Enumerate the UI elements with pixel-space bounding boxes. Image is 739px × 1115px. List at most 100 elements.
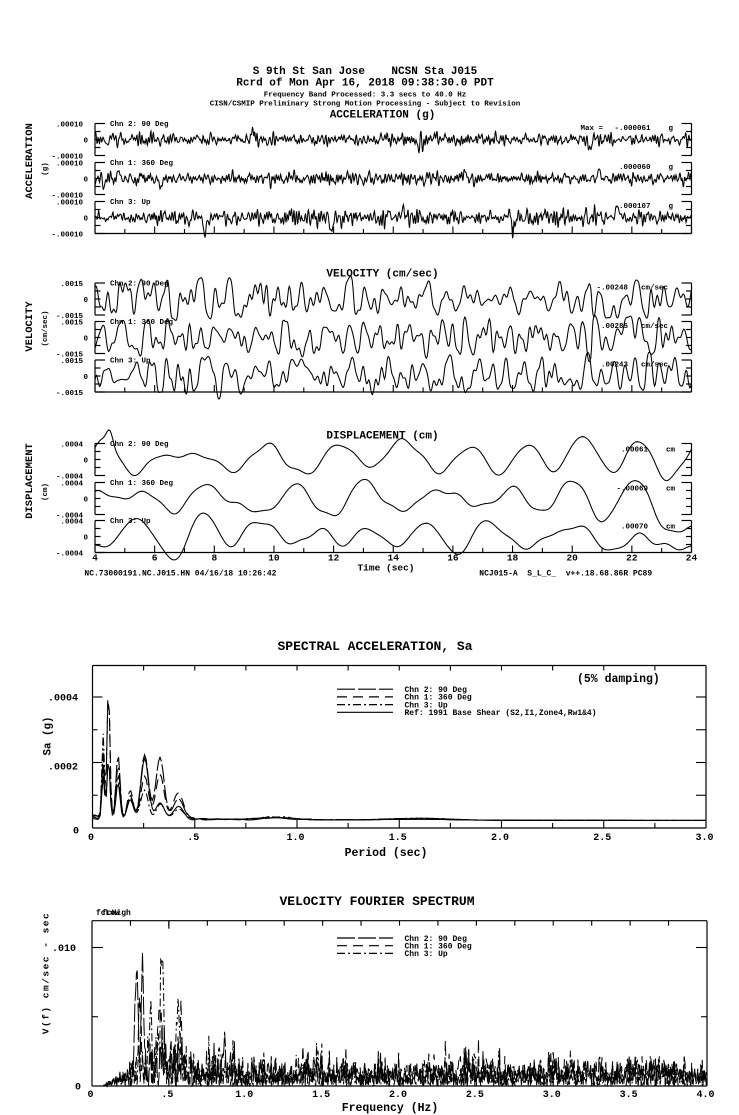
svg-text:1.5: 1.5: [389, 833, 407, 844]
svg-text:Chn 3: Up: Chn 3: Up: [110, 358, 151, 366]
svg-text:0: 0: [83, 335, 88, 343]
svg-text:0: 0: [83, 215, 88, 223]
svg-text:VELOCITY (cm/sec): VELOCITY (cm/sec): [326, 269, 438, 281]
svg-text:1.0: 1.0: [235, 1090, 253, 1101]
svg-text:20: 20: [566, 553, 578, 564]
svg-text:Rcrd of Mon Apr 16, 2018 09:38: Rcrd of Mon Apr 16, 2018 09:38:30.0 PDT: [236, 78, 494, 90]
svg-text:0: 0: [88, 833, 94, 844]
svg-text:.0004: .0004: [60, 518, 83, 526]
svg-text:Period (sec): Period (sec): [345, 847, 428, 860]
svg-text:3.0: 3.0: [543, 1090, 561, 1101]
svg-text:Chn 2: 90 Deg: Chn 2: 90 Deg: [110, 281, 169, 289]
svg-text:.00010: .00010: [56, 199, 84, 207]
svg-text:NC.73000191.NC.J015.HN 04/16/1: NC.73000191.NC.J015.HN 04/16/18 10:26:42: [84, 570, 276, 579]
svg-text:fcLow: fcLow: [96, 909, 120, 918]
svg-text:2.0: 2.0: [389, 1090, 407, 1101]
svg-text:Chn 1: 360 Deg: Chn 1: 360 Deg: [110, 160, 174, 168]
svg-text:0: 0: [83, 496, 88, 504]
svg-text:Chn 1: 360 Deg: Chn 1: 360 Deg: [405, 694, 472, 703]
svg-text:-.0004: -.0004: [56, 473, 84, 481]
svg-text:g: g: [669, 125, 674, 133]
svg-text:.0015: .0015: [60, 319, 83, 327]
svg-text:S 9th St San Jose NCSN Sta: S 9th St San Jose NCSN Sta J015: [253, 66, 478, 78]
svg-text:Ref: 1991 Base Shear (S2,I1,Zo: Ref: 1991 Base Shear (S2,I1,Zone4,Rw1&4): [405, 709, 597, 718]
svg-text:(5% damping): (5% damping): [577, 673, 660, 686]
svg-text:.0002: .0002: [48, 763, 78, 774]
svg-text:cm: cm: [666, 486, 676, 494]
svg-text:.000060: .000060: [619, 164, 651, 172]
svg-text:0: 0: [83, 297, 88, 305]
svg-text:10: 10: [268, 553, 280, 564]
svg-text:-.0004: -.0004: [56, 512, 84, 520]
svg-text:.0004: .0004: [60, 480, 83, 488]
svg-text:12: 12: [328, 553, 340, 564]
svg-text:0: 0: [73, 827, 79, 838]
svg-text:1.0: 1.0: [286, 833, 304, 844]
svg-text:1.5: 1.5: [312, 1090, 330, 1101]
svg-text:0: 0: [83, 534, 88, 542]
svg-text:cm: cm: [666, 524, 676, 532]
svg-text:-.000061: -.000061: [614, 125, 651, 133]
svg-text:-.00010: -.00010: [51, 192, 83, 200]
svg-text:-.00069: -.00069: [616, 486, 648, 494]
svg-text:DISPLACEMENT: DISPLACEMENT: [24, 443, 36, 519]
svg-text:0: 0: [83, 457, 88, 465]
svg-text:.00285: .00285: [601, 323, 629, 331]
svg-text:VELOCITY: VELOCITY: [24, 301, 36, 352]
svg-text:(g): (g): [42, 162, 50, 176]
svg-text:.00010: .00010: [56, 160, 84, 168]
svg-text:2.0: 2.0: [491, 833, 509, 844]
svg-text:.5: .5: [187, 833, 199, 844]
svg-text:.0004: .0004: [60, 441, 83, 449]
svg-text:Frequency Band Processed: 3.3: Frequency Band Processed: 3.3 secs to 40…: [264, 92, 467, 100]
svg-text:Max =: Max =: [580, 125, 603, 133]
svg-text:cm/sec: cm/sec: [641, 323, 669, 331]
svg-text:16: 16: [447, 553, 459, 564]
svg-text:VELOCITY FOURIER SPECTRUM: VELOCITY FOURIER SPECTRUM: [279, 894, 474, 909]
svg-text:(cm/sec): (cm/sec): [42, 310, 50, 346]
svg-text:-.000107: -.000107: [614, 203, 650, 211]
svg-text:.5: .5: [161, 1090, 173, 1101]
svg-text:22: 22: [626, 553, 638, 564]
svg-text:Chn 3: Up: Chn 3: Up: [110, 199, 151, 207]
svg-text:6: 6: [152, 553, 158, 564]
svg-text:cm: cm: [666, 447, 676, 455]
svg-text:.010: .010: [52, 944, 76, 955]
svg-text:.00243: .00243: [601, 362, 629, 370]
svg-text:Chn 2: 90 Deg: Chn 2: 90 Deg: [405, 686, 468, 695]
svg-text:-.00010: -.00010: [51, 153, 83, 161]
svg-text:8: 8: [211, 553, 217, 564]
svg-text:0: 0: [83, 374, 88, 382]
svg-text:(cm): (cm): [42, 483, 50, 501]
svg-text:Time (sec): Time (sec): [357, 563, 414, 574]
svg-text:cm/sec: cm/sec: [641, 362, 669, 370]
svg-text:NCJ015-A S_L_C_ v++.18.68.86: NCJ015-A S_L_C_ v++.18.68.86R PC89: [479, 570, 652, 579]
svg-text:-.00010: -.00010: [51, 231, 83, 239]
svg-text:Chn 2: 90 Deg: Chn 2: 90 Deg: [110, 121, 169, 129]
svg-text:ACCELERATION (g): ACCELERATION (g): [330, 110, 436, 122]
svg-text:g: g: [669, 203, 674, 211]
svg-text:.0015: .0015: [60, 358, 83, 366]
svg-text:24: 24: [686, 553, 698, 564]
svg-text:14: 14: [388, 553, 400, 564]
svg-text:Chn 2: 90 Deg: Chn 2: 90 Deg: [405, 935, 468, 944]
svg-text:-.00248: -.00248: [596, 285, 628, 293]
svg-text:4: 4: [92, 553, 98, 564]
svg-text:Sa (g): Sa (g): [43, 717, 55, 756]
svg-text:SPECTRAL ACCELERATION, Sa: SPECTRAL ACCELERATION, Sa: [277, 639, 472, 654]
svg-text:Chn 1: 360 Deg: Chn 1: 360 Deg: [405, 943, 472, 952]
svg-text:cm/sec: cm/sec: [641, 285, 669, 293]
svg-text:.00010: .00010: [56, 121, 84, 129]
svg-text:2.5: 2.5: [466, 1090, 484, 1101]
svg-text:-.0015: -.0015: [56, 313, 84, 321]
svg-text:.0004: .0004: [48, 694, 78, 705]
svg-text:Chn 1: 360 Deg: Chn 1: 360 Deg: [110, 480, 174, 488]
svg-text:3.0: 3.0: [695, 833, 713, 844]
svg-text:0: 0: [83, 176, 88, 184]
svg-text:2.5: 2.5: [593, 833, 611, 844]
svg-text:Frequency (Hz): Frequency (Hz): [342, 1102, 439, 1115]
svg-text:3.5: 3.5: [620, 1090, 638, 1101]
svg-text:.00061: .00061: [621, 447, 649, 455]
svg-text:.0015: .0015: [60, 281, 83, 289]
svg-text:Chn 3: Up: Chn 3: Up: [110, 518, 151, 526]
